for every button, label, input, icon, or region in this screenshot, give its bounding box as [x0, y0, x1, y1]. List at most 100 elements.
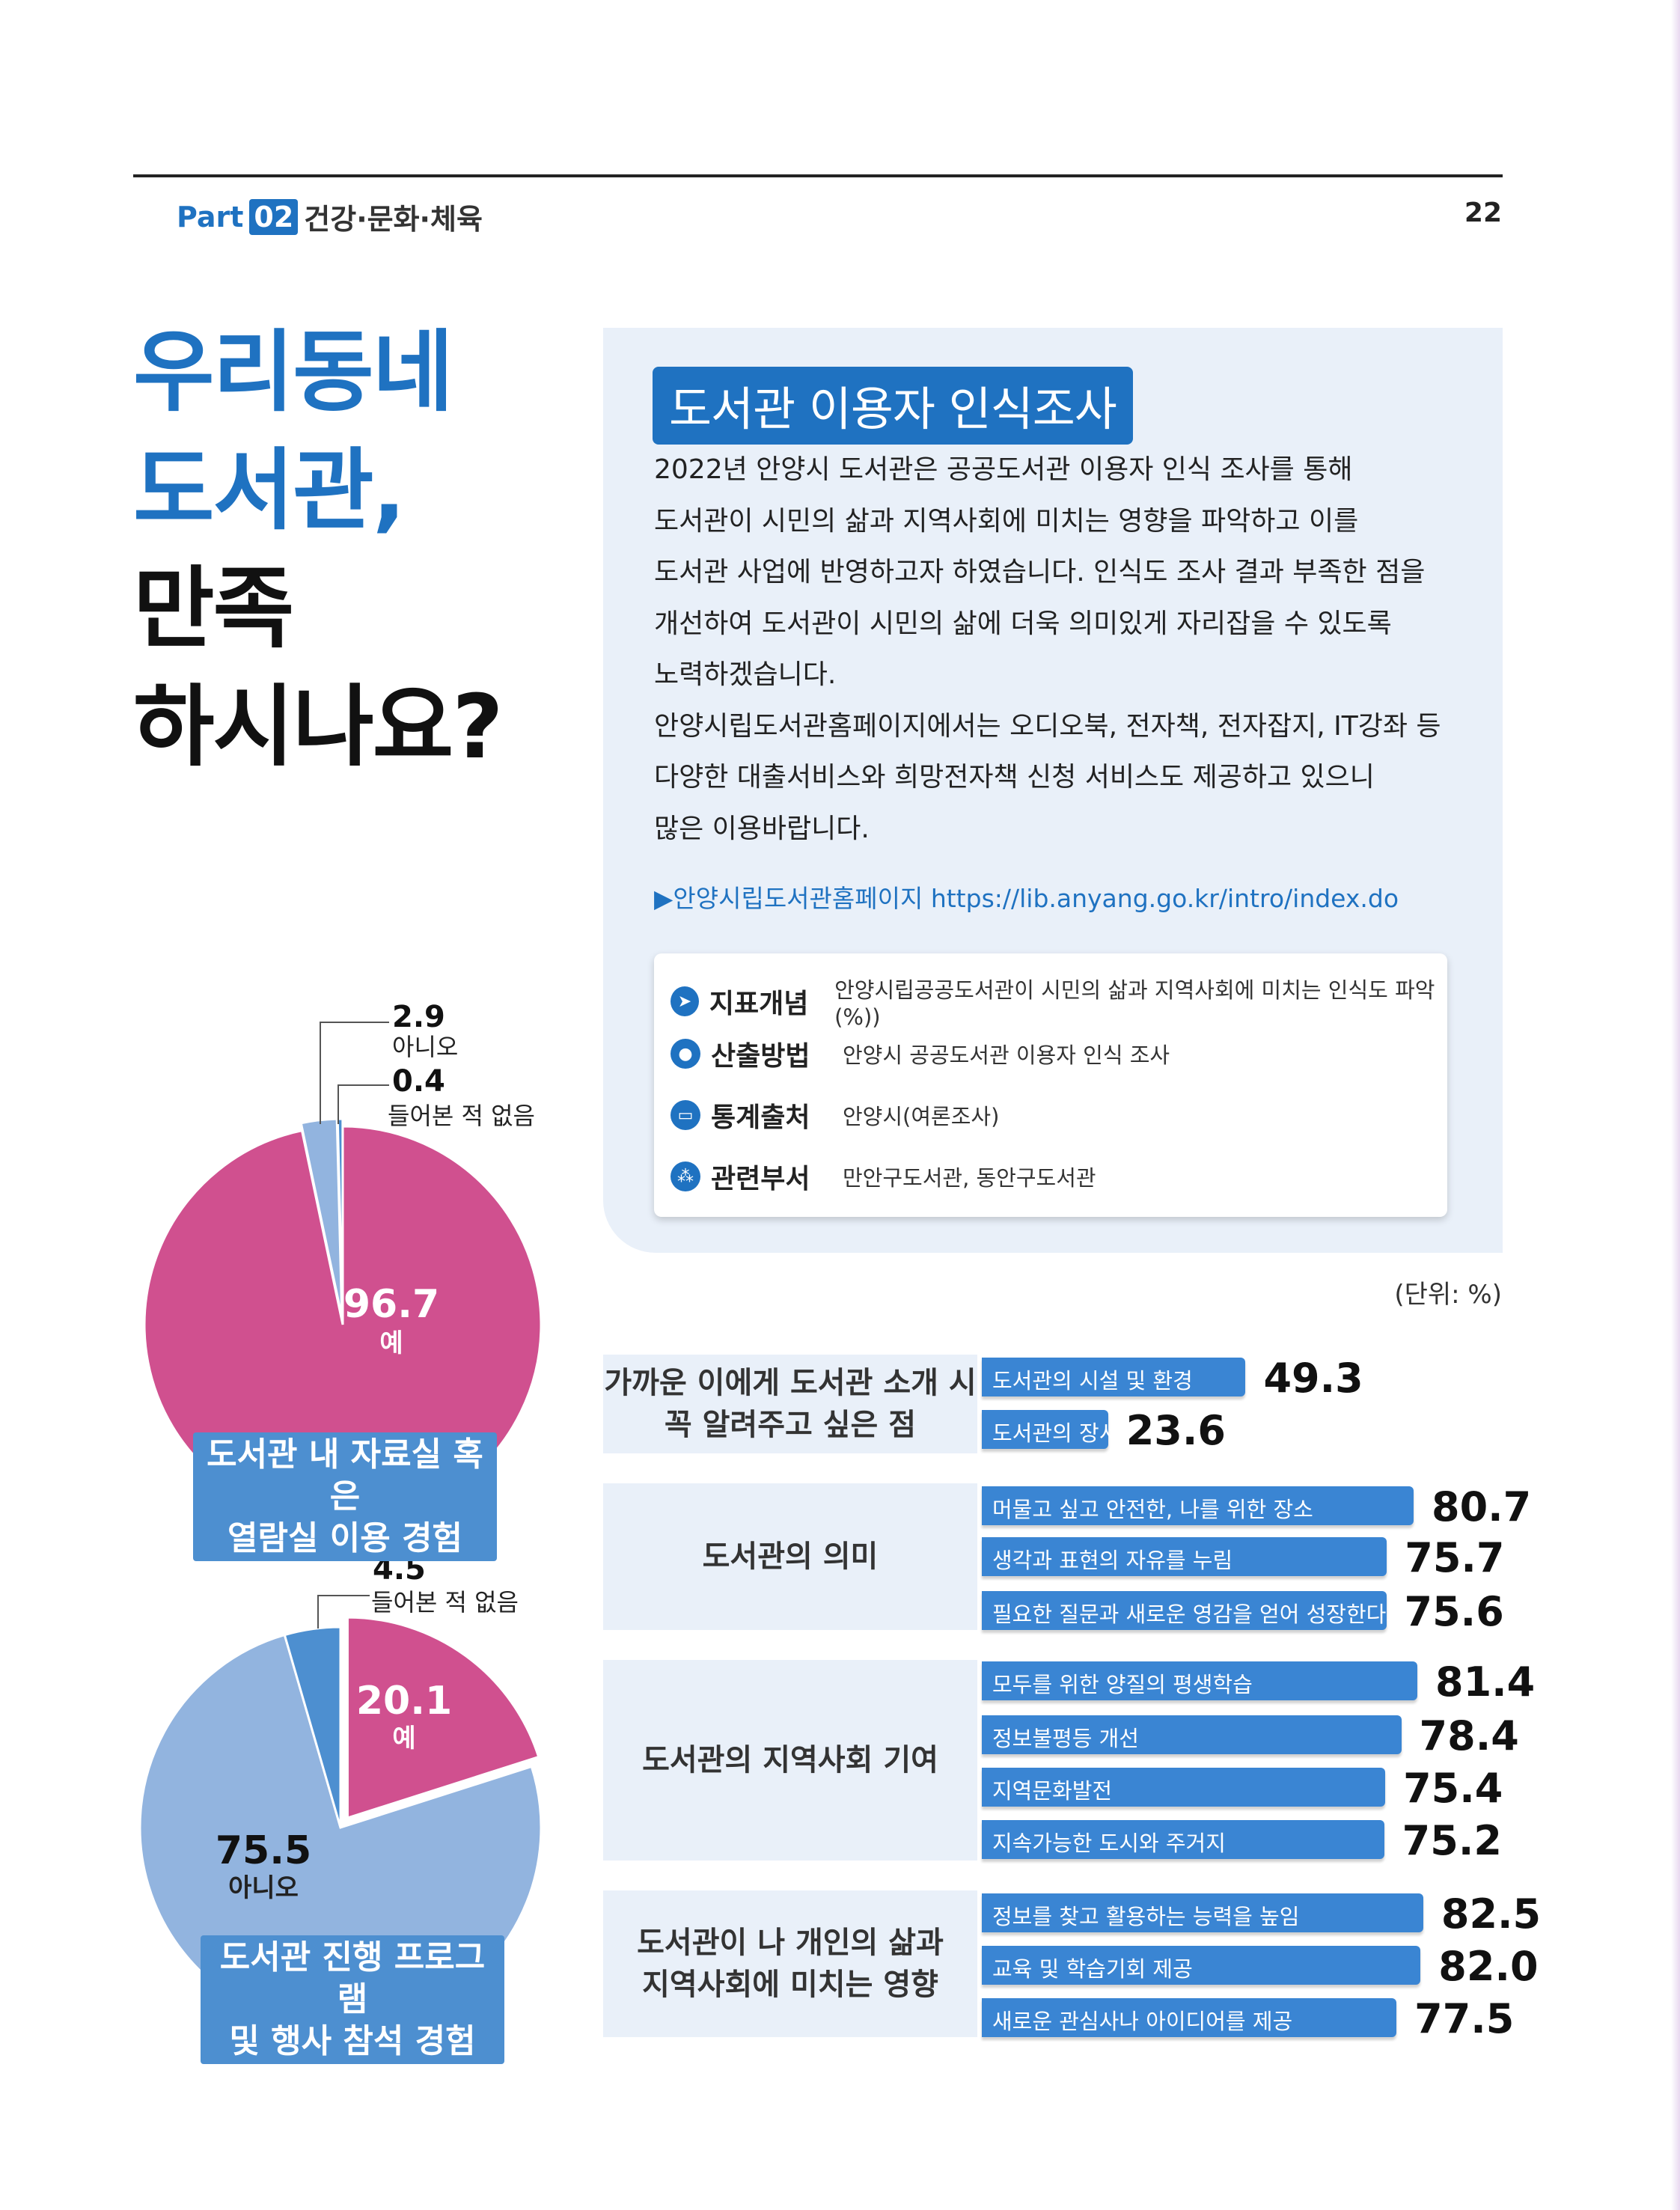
- bar: 정보불평등 개선: [982, 1715, 1402, 1754]
- indicator-meta-box: ➤ 지표개념 안양시립공공도서관이 시민의 삶과 지역사회에 미치는 인식도 파…: [654, 953, 1447, 1217]
- bar-group-panel: [603, 1483, 977, 1630]
- bar: 머물고 싶고 안전한, 나를 위한 장소: [982, 1486, 1414, 1525]
- body-line: 안양시립도서관홈페이지에서는 오디오북, 전자책, 전자잡지, IT강좌 등: [654, 710, 1441, 742]
- section-name: 건강·문화·체육: [304, 203, 483, 236]
- pie-2-slice-label: 아니오: [228, 1873, 299, 1903]
- bar-value-label: 75.6: [1404, 1588, 1504, 1635]
- pie-1-caption: 도서관 내 자료실 혹은 열람실 이용 경험: [193, 1432, 497, 1561]
- title-line-1: 우리동네: [133, 320, 453, 424]
- bar-label: 머물고 싶고 안전한, 나를 위한 장소: [992, 1497, 1313, 1522]
- bar-label: 생각과 표현의 자유를 누림: [992, 1548, 1233, 1573]
- meta-key: 관련부서: [711, 1164, 810, 1194]
- body-line: 많은 이용바랍니다.: [654, 813, 870, 844]
- pie-2-slice-label: 들어본 적 없음: [371, 1588, 519, 1617]
- pie-1-slice-label: 들어본 적 없음: [388, 1102, 535, 1130]
- bar: 생각과 표현의 자유를 누림: [982, 1537, 1387, 1576]
- paper-plane-icon: ➤: [671, 986, 699, 1016]
- page-number: 22: [1464, 198, 1502, 228]
- meta-value: 안양시 공공도서관 이용자 인식 조사: [843, 1043, 1170, 1068]
- meta-key: 산출방법: [711, 1041, 810, 1072]
- pie-2-slice: [346, 1616, 540, 1820]
- pie-2-slice: [283, 1626, 342, 1828]
- bar-label: 지속가능한 도시와 주거지: [992, 1831, 1226, 1856]
- panel-title: 도서관 이용자 인식조사: [653, 367, 1133, 445]
- bar: 지역문화발전: [982, 1768, 1386, 1807]
- header-rule: [133, 174, 1503, 177]
- bar-value-label: 82.0: [1438, 1943, 1539, 1990]
- pie-2-leader-line: [317, 1595, 370, 1628]
- bar: 지속가능한 도시와 주거지: [982, 1820, 1384, 1859]
- pie-1-slice-label: 아니오: [392, 1033, 458, 1061]
- bar-group-panel: [603, 1660, 977, 1861]
- pie-1-slice-label: 예: [379, 1328, 403, 1358]
- pie-1-title: 도서관 내 자료실 혹은 열람실 이용 경험: [207, 1435, 483, 1557]
- homepage-link[interactable]: ▶안양시립도서관홈페이지 https://lib.anyang.go.kr/in…: [654, 884, 1399, 913]
- bar-group-label: 도서관이 나 개인의 삶과 지역사회에 미치는 영향: [637, 1926, 944, 2002]
- bar: 새로운 관심사나 아이디어를 제공: [982, 1998, 1397, 2037]
- bar-value-label: 81.4: [1435, 1658, 1536, 1706]
- pie-1-leader-line: [337, 1084, 389, 1124]
- pie-2-caption: 도서관 진행 프로그램 및 행사 참석 경험: [201, 1935, 504, 2064]
- body-line: 도서관이 시민의 삶과 지역사회에 미치는 영향을 파악하고 이를: [654, 505, 1359, 537]
- bar-value-label: 80.7: [1432, 1483, 1532, 1530]
- body-line: 개선하여 도서관이 시민의 삶에 더욱 의미있게 자리잡을 수 있도록: [654, 608, 1392, 639]
- chat-icon: ●: [671, 1039, 700, 1069]
- title-line-3: 만족: [133, 557, 294, 660]
- meta-value: 안양시립공공도서관이 시민의 삶과 지역사회에 미치는 인식도 파악(%)): [834, 977, 1435, 1030]
- panel-body: 2022년 안양시 도서관은 공공도서관 이용자 인식 조사를 통해 도서관이 …: [654, 445, 1485, 855]
- meta-row-concept: ➤ 지표개념 안양시립공공도서관이 시민의 삶과 지역사회에 미치는 인식도 파…: [671, 973, 1447, 1030]
- meta-value: 만안구도서관, 동안구도서관: [843, 1165, 1096, 1191]
- page-title: 우리동네 도서관, 만족 하시나요?: [133, 313, 612, 786]
- body-line: 2022년 안양시 도서관은 공공도서관 이용자 인식 조사를 통해: [654, 454, 1353, 485]
- title-line-2: 도서관,: [133, 439, 406, 542]
- monitor-icon: ▭: [671, 1100, 700, 1130]
- unit-label: (단위: %): [1394, 1280, 1502, 1310]
- bar: 정보를 찾고 활용하는 능력을 높임: [982, 1893, 1423, 1932]
- bar-label: 필요한 질문과 새로운 영감을 얻어 성장한다고 느낌: [992, 1602, 1453, 1627]
- pie-1-value-label: 96.7: [343, 1282, 439, 1327]
- bar: 필요한 질문과 새로운 영감을 얻어 성장한다고 느낌: [982, 1591, 1453, 1630]
- meta-key: 통계출처: [711, 1102, 810, 1133]
- body-line: 노력하겠습니다.: [654, 659, 837, 690]
- bar-label: 정보를 찾고 활용하는 능력을 높임: [992, 1904, 1300, 1929]
- pie-2-slice-label: 예: [392, 1724, 415, 1753]
- bar-label: 교육 및 학습기회 제공: [992, 1956, 1193, 1982]
- bar-label: 지역문화발전: [992, 1778, 1113, 1804]
- bar-group-panel: [603, 1355, 977, 1453]
- meta-row-source: ▭ 통계출처 안양시(여론조사): [671, 1096, 999, 1135]
- people-icon: ⁂: [671, 1162, 700, 1191]
- page-edge: [1671, 0, 1680, 2210]
- bar-group-panel: [603, 1890, 977, 2037]
- title-line-4: 하시나요?: [133, 675, 504, 778]
- bar-label: 새로운 관심사나 아이디어를 제공: [992, 2009, 1293, 2034]
- bar: 모두를 위한 양질의 평생학습: [982, 1661, 1417, 1700]
- bar-value-label: 75.4: [1403, 1765, 1503, 1812]
- bar-group-label: 도서관의 의미: [702, 1539, 879, 1574]
- bar-label: 도서관의 장서 구비 상태: [992, 1420, 1213, 1446]
- pie-1-value-label: 0.4: [392, 1064, 445, 1099]
- meta-value: 안양시(여론조사): [843, 1104, 1000, 1129]
- pie-2-value-label: 75.5: [216, 1828, 311, 1873]
- bar-value-label: 77.5: [1414, 1995, 1515, 2042]
- meta-key: 지표개념: [709, 989, 809, 1019]
- bar-label: 도서관의 시설 및 환경: [992, 1368, 1193, 1394]
- meta-row-method: ● 산출방법 안양시 공공도서관 이용자 인식 조사: [671, 1034, 1170, 1073]
- bar-value-label: 78.4: [1419, 1712, 1519, 1759]
- bar: 도서관의 장서 구비 상태: [982, 1410, 1212, 1449]
- bar-label: 정보불평등 개선: [992, 1726, 1139, 1751]
- part-number-badge: 02: [249, 198, 299, 235]
- bar-label: 모두를 위한 양질의 평생학습: [992, 1672, 1253, 1697]
- part-word: Part: [177, 200, 244, 233]
- pie-1-leader-line: [320, 1022, 389, 1124]
- bar-value-label: 82.5: [1441, 1890, 1542, 1938]
- part-label: Part 02 건강·문화·체육: [177, 196, 483, 237]
- body-line: 다양한 대출서비스와 희망전자책 신청 서비스도 제공하고 있으니: [654, 762, 1375, 793]
- bar-value-label: 75.2: [1402, 1817, 1502, 1864]
- pie-1-value-label: 2.9: [392, 1000, 445, 1034]
- bar-value-label: 49.3: [1263, 1355, 1363, 1402]
- body-line: 도서관 사업에 반영하고자 하였습니다. 인식도 조사 결과 부족한 점을: [654, 557, 1426, 587]
- pie-2-title: 도서관 진행 프로그램 및 행사 참석 경험: [219, 1938, 486, 2060]
- meta-row-department: ⁂ 관련부서 만안구도서관, 동안구도서관: [671, 1157, 1096, 1196]
